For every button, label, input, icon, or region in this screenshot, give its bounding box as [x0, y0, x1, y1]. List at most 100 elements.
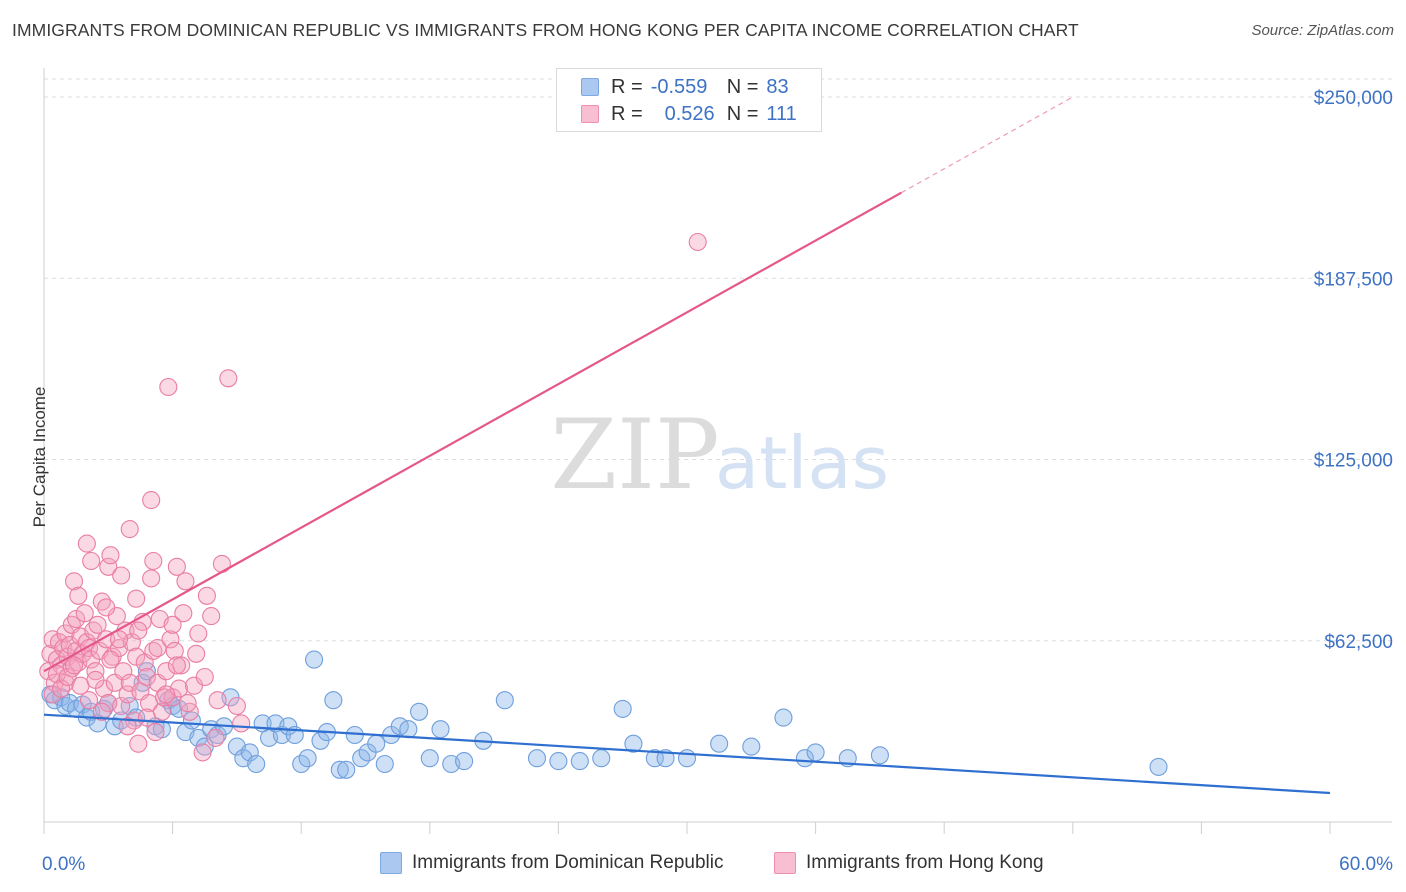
legend-n-value: 83 — [766, 75, 789, 98]
point-dominican — [806, 743, 825, 762]
point-hongkong — [79, 691, 99, 710]
legend-r-label: R = — [611, 102, 643, 125]
point-dominican — [240, 743, 259, 762]
point-hongkong — [114, 662, 133, 681]
point-hongkong — [86, 670, 105, 689]
trend-line-hongkong — [43, 191, 902, 673]
point-hongkong — [167, 557, 186, 576]
point-hongkong — [176, 572, 195, 591]
legend-r-value: 0.526 — [664, 102, 715, 125]
point-dominican — [742, 737, 761, 756]
point-dominican — [549, 752, 568, 771]
point-hongkong — [144, 551, 163, 571]
legend-r-label: R = — [611, 75, 643, 98]
point-dominican — [613, 699, 632, 718]
x-tick-label-right: 60.0% — [1339, 854, 1393, 875]
point-hongkong — [58, 667, 77, 687]
point-dominican — [656, 749, 675, 768]
y-tick-label: $250,000 — [1314, 88, 1393, 109]
point-hongkong — [75, 604, 94, 623]
point-hongkong — [129, 621, 148, 640]
point-hongkong — [120, 520, 139, 539]
legend-row-dominican: R = -0.559 N = 83 — [581, 75, 789, 99]
point-hongkong — [97, 598, 116, 617]
point-hongkong — [112, 566, 131, 585]
y-tick-labels: $62,500 $125,000 $187,500 $250,000 — [1314, 88, 1393, 653]
point-hongkong — [208, 691, 227, 710]
legend-swatch-hongkong — [581, 105, 599, 123]
point-hongkong — [47, 665, 66, 684]
point-hongkong — [77, 534, 96, 553]
bottom-legend-dominican: Immigrants from Dominican Republic — [380, 852, 724, 874]
point-hongkong — [127, 589, 146, 608]
point-hongkong — [118, 717, 137, 736]
point-dominican — [337, 760, 356, 779]
point-hongkong — [148, 638, 167, 658]
point-hongkong — [159, 377, 178, 397]
y-tick-label: $125,000 — [1314, 451, 1393, 472]
point-dominican — [624, 734, 643, 753]
bottom-legend-label-hongkong: Immigrants from Hong Kong — [806, 852, 1044, 873]
point-hongkong — [202, 607, 221, 626]
bottom-legend-swatch-hongkong — [774, 852, 796, 874]
point-dominican — [495, 691, 514, 710]
point-hongkong — [206, 728, 225, 747]
point-hongkong — [146, 723, 165, 742]
x-tick-label-left: 0.0% — [42, 854, 85, 875]
point-hongkong — [172, 656, 191, 675]
point-dominican — [455, 752, 474, 771]
point-hongkong — [82, 551, 101, 571]
point-hongkong — [219, 369, 238, 388]
legend-swatch-dominican — [581, 78, 599, 96]
point-dominican — [645, 749, 664, 768]
point-hongkong — [101, 546, 120, 565]
watermark-atlas: atlas — [715, 421, 889, 505]
point-dominican — [298, 749, 317, 768]
point-dominican — [527, 749, 547, 768]
watermark-zip: ZIP — [550, 399, 719, 511]
point-hongkong — [187, 644, 206, 663]
trend-lines — [43, 96, 1331, 795]
point-hongkong — [195, 667, 214, 687]
point-hongkong — [163, 615, 182, 634]
bottom-legend-hongkong: Immigrants from Hong Kong — [774, 852, 1044, 874]
point-dominican — [431, 720, 450, 739]
y-tick-label: $62,500 — [1324, 632, 1393, 653]
point-hongkong — [92, 702, 111, 721]
point-hongkong — [129, 734, 148, 753]
legend-r-value: -0.559 — [650, 75, 708, 98]
point-hongkong — [101, 650, 120, 669]
stats-legend: R = -0.559 N = 83 R = 0.526 N = 111 — [556, 68, 822, 132]
point-hongkong — [157, 685, 176, 704]
bottom-legend-label-dominican: Immigrants from Dominican Republic — [412, 852, 724, 873]
legend-row-hongkong: R = 0.526 N = 111 — [581, 102, 797, 126]
point-dominican — [324, 691, 343, 710]
y-tick-label: $187,500 — [1314, 269, 1393, 290]
grid-lines — [44, 78, 1392, 642]
y-axis-label: Per Capita Income — [30, 386, 49, 528]
point-hongkong — [178, 694, 197, 713]
point-hongkong — [193, 743, 212, 762]
source-label: Source: ZipAtlas.com — [1251, 22, 1394, 39]
point-hongkong — [161, 630, 180, 649]
point-dominican — [592, 749, 611, 768]
point-dominican — [870, 746, 889, 765]
legend-n-value: 111 — [766, 102, 797, 125]
point-hongkong — [64, 656, 84, 675]
point-dominican — [774, 708, 793, 727]
point-dominican — [420, 749, 439, 768]
chart-title: IMMIGRANTS FROM DOMINICAN REPUBLIC VS IM… — [12, 20, 1079, 40]
point-dominican — [795, 749, 814, 768]
point-dominican — [710, 734, 729, 753]
point-hongkong — [197, 586, 216, 605]
point-hongkong — [112, 696, 131, 716]
trend-line-dominican — [43, 713, 1331, 795]
point-hongkong — [88, 615, 107, 634]
point-hongkong — [189, 624, 208, 643]
point-dominican — [410, 702, 429, 721]
point-dominican — [1149, 757, 1168, 776]
point-dominican — [677, 749, 697, 768]
point-dominican — [305, 650, 324, 669]
watermark: ZIP atlas — [550, 399, 889, 511]
